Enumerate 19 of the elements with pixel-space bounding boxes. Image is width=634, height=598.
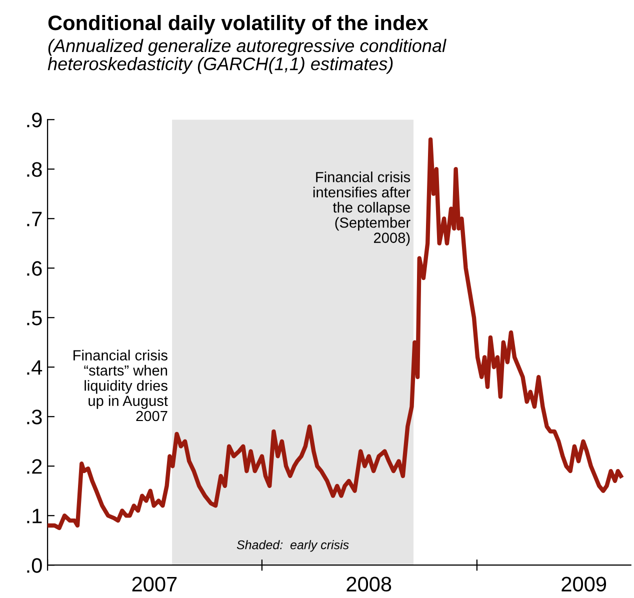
x-tick-label: 2008: [346, 576, 392, 592]
chart-title: Conditional daily volatility of the index: [48, 14, 428, 34]
y-tick-label: .7: [27, 212, 42, 226]
chart-subtitle: (Annualized generalize autoregressive conditional heteroskedasticity (GARCH(1,1) estimates): [48, 38, 446, 74]
annotation: Financial crisis “starts” when liquidity dries up in August 2007: [74, 350, 168, 422]
y-tick-label: .0: [27, 558, 42, 573]
y-tick-label: .8: [27, 162, 42, 177]
y-tick-label: .1: [27, 508, 42, 524]
x-tick-label: 2007: [132, 576, 177, 592]
y-tick-label: .5: [27, 310, 42, 326]
y-tick-label: .4: [27, 360, 42, 375]
line-series: [48, 137, 623, 530]
y-tick-label: .3: [27, 410, 42, 424]
y-tick-label: .6: [27, 261, 42, 276]
annotation: Financial crisis intensifies after the collapse (September 2008): [313, 172, 410, 246]
y-tick-label: .2: [27, 459, 42, 474]
x-tick-label: 2009: [562, 576, 606, 592]
band-label: Shaded: early crisis: [236, 540, 349, 552]
y-tick-label: .9: [27, 112, 42, 128]
